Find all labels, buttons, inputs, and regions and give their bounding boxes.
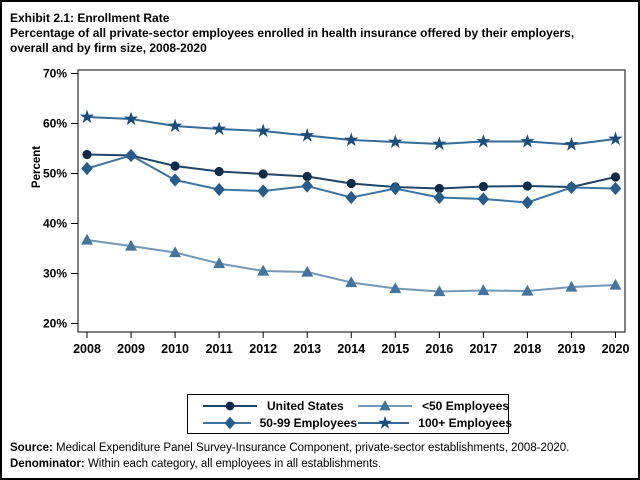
chart-footnotes: Source: Medical Expenditure Panel Survey… <box>10 440 638 472</box>
x-tick-label: 2015 <box>381 342 409 356</box>
denominator-note: Denominator: Within each category, all e… <box>10 456 638 472</box>
legend-label: 50-99 Employees <box>259 415 357 430</box>
title-line-2: Percentage of all private-sector employe… <box>10 26 575 55</box>
legend-label: United States <box>267 398 344 413</box>
x-tick-label: 2020 <box>602 342 630 356</box>
chart-title: Exhibit 2.1: Enrollment Rate Percentage … <box>10 11 614 56</box>
x-tick-label: 2018 <box>514 342 542 356</box>
x-tick-label: 2010 <box>161 342 189 356</box>
x-tick-label: 2008 <box>73 342 101 356</box>
series-100-employees <box>79 109 623 151</box>
y-axis-title: Percent <box>31 146 43 188</box>
source-text: Medical Expenditure Panel Survey-Insuran… <box>52 442 570 454</box>
x-tick-label: 2019 <box>558 342 586 356</box>
x-axis: 2008 2009 2010 2011 2012 2013 2014 2015 2016 2017… <box>73 332 629 356</box>
x-tick-label: 2011 <box>206 342 233 356</box>
x-tick-label: 2009 <box>117 342 145 356</box>
series--50-employees <box>81 233 622 297</box>
x-tick-label: 2017 <box>469 342 497 356</box>
legend-item-united-states: United States <box>202 398 357 414</box>
y-tick-label: 60% <box>43 117 67 131</box>
y-tick-label: 20% <box>43 317 67 331</box>
legend-item-100-plus-employees: 100+ Employees <box>357 415 512 431</box>
y-tick-label: 70% <box>43 67 67 81</box>
title-line-1: Exhibit 2.1: Enrollment Rate <box>10 11 170 25</box>
x-tick-label: 2016 <box>425 342 453 356</box>
legend-marker-diamond-icon <box>203 416 251 429</box>
x-tick-label: 2013 <box>293 342 321 356</box>
y-axis: 20% 30% 40% 50% 60% 70% <box>43 67 78 331</box>
legend-marker-star-icon <box>358 415 410 429</box>
y-tick-label: 50% <box>43 167 67 181</box>
legend-label: <50 Employees <box>422 398 510 413</box>
legend-label: 100+ Employees <box>418 415 512 430</box>
enrollment-line-chart: 20% 30% 40% 50% 60% 70% Percent 2008 2009 2010 201… <box>31 67 629 357</box>
legend-item-under-50-employees: <50 Employees <box>357 398 512 414</box>
x-tick-label: 2012 <box>249 342 277 356</box>
legend-marker-triangle-icon <box>358 399 412 410</box>
source-label: Source: <box>10 442 53 454</box>
series-50-99-employees <box>81 148 622 210</box>
denominator-text: Within each category, all employees in a… <box>84 458 382 470</box>
series-united-states <box>82 149 621 194</box>
chart-legend: United States <50 Employees 50-99 Employ… <box>187 394 512 434</box>
y-tick-label: 40% <box>43 217 67 231</box>
y-tick-label: 30% <box>43 267 67 281</box>
legend-item-50-99-employees: 50-99 Employees <box>202 415 357 431</box>
denominator-label: Denominator: <box>10 458 85 470</box>
legend-marker-circle-icon <box>203 401 257 410</box>
source-note: Source: Medical Expenditure Panel Survey… <box>10 440 638 456</box>
x-tick-label: 2014 <box>337 342 365 356</box>
